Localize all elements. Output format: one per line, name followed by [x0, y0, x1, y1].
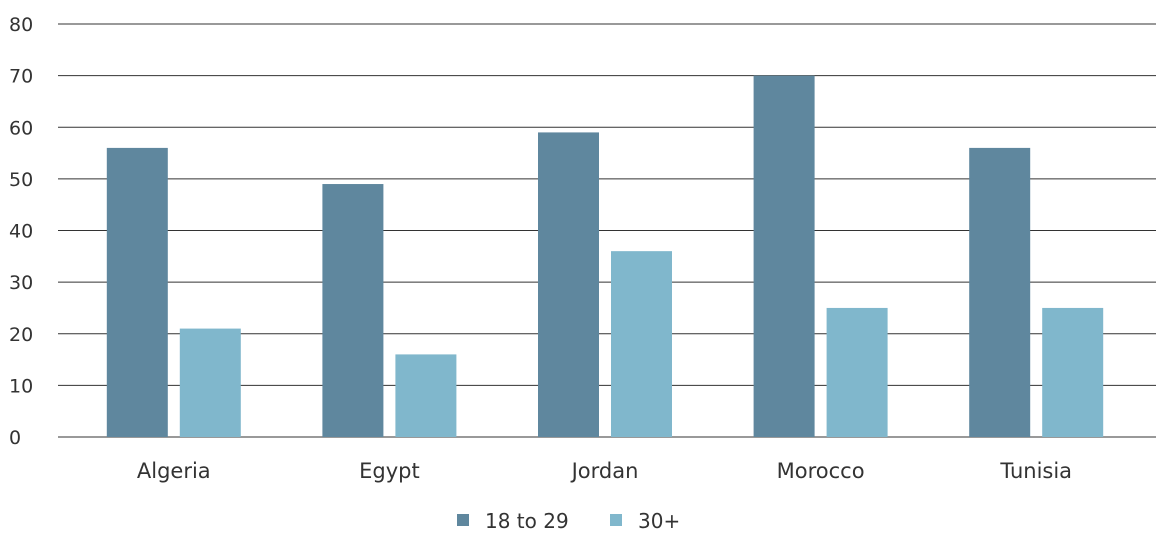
y-tick-label: 50	[9, 169, 33, 191]
bar-jordan-series-2	[611, 251, 672, 437]
y-tick-label: 10	[9, 375, 33, 397]
y-tick-label: 0	[9, 427, 21, 449]
bar-morocco-series-1	[753, 75, 815, 437]
legend-label: 30+	[638, 509, 680, 533]
y-tick-label: 80	[9, 14, 33, 36]
x-category-label: Morocco	[777, 459, 865, 483]
y-tick-label: 70	[9, 66, 33, 88]
bars	[106, 75, 1104, 437]
x-category-label: Jordan	[570, 459, 639, 483]
bar-tunisia-series-2	[1042, 307, 1104, 437]
x-category-label: Egypt	[359, 459, 420, 483]
x-axis-categories: Algeria Egypt Jordan Morocco Tunisia	[137, 459, 1072, 483]
bar-jordan-series-1	[538, 132, 599, 437]
legend-label: 18 to 29	[485, 509, 569, 533]
y-tick-label: 40	[9, 221, 33, 243]
bar-morocco-series-2	[826, 307, 888, 437]
y-tick-label: 20	[9, 324, 33, 346]
legend: 18 to 29 30+	[457, 509, 680, 533]
bar-egypt-series-1	[322, 184, 384, 437]
x-category-label: Algeria	[137, 459, 211, 483]
legend-swatch	[457, 514, 469, 526]
y-tick-label: 30	[9, 272, 33, 294]
legend-swatch	[610, 514, 622, 526]
bar-egypt-series-2	[395, 354, 457, 437]
y-tick-label: 60	[9, 117, 33, 139]
bar-algeria-series-1	[106, 147, 168, 437]
gridlines	[58, 23, 1156, 438]
bar-algeria-series-2	[179, 328, 241, 437]
x-category-label: Tunisia	[999, 459, 1072, 483]
bar-tunisia-series-1	[969, 147, 1031, 437]
y-axis-ticks: 0 10 20 30 40 50 60 70 80	[9, 14, 33, 449]
